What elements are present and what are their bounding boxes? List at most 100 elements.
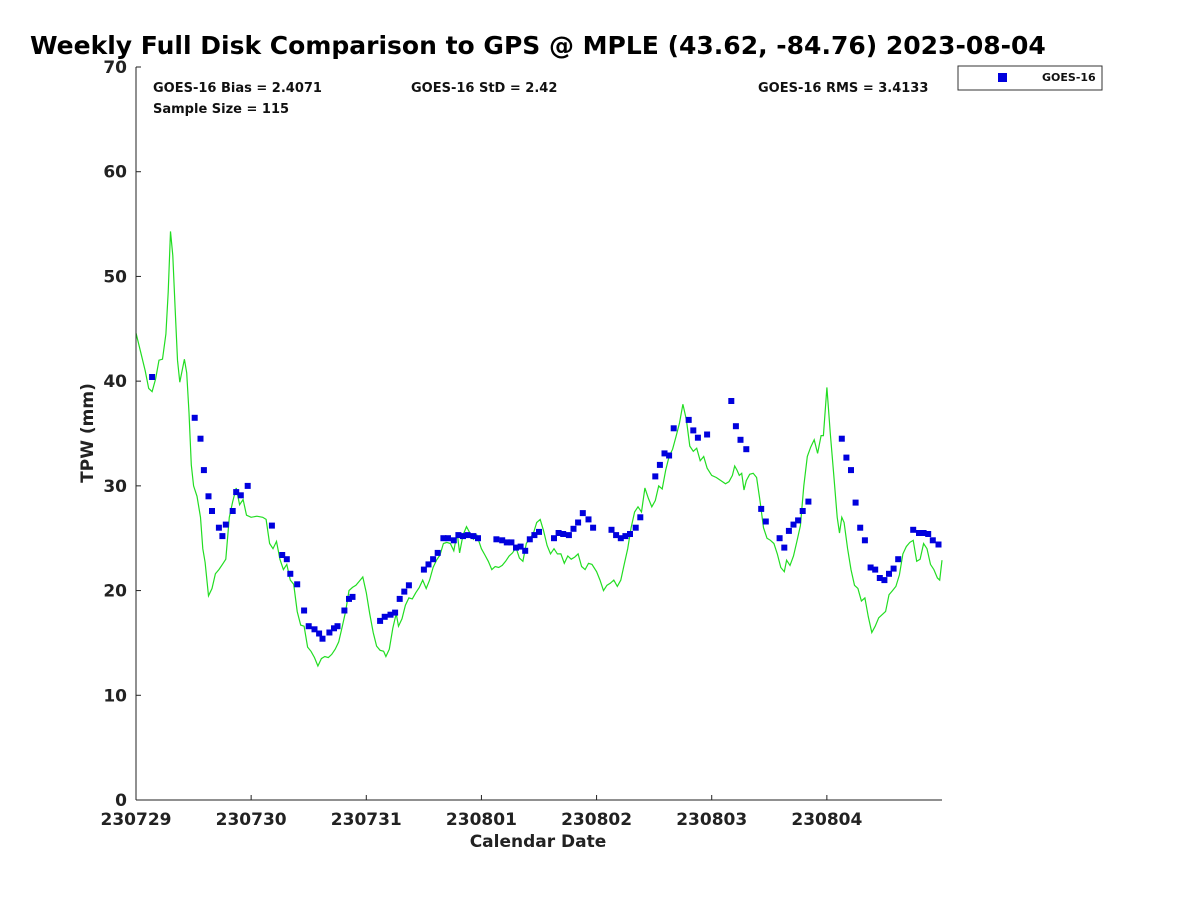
goes16-point (311, 626, 318, 633)
goes16-point (326, 629, 333, 636)
goes16-point (244, 482, 251, 489)
goes16-point (551, 535, 557, 542)
goes16-point (881, 577, 888, 584)
goes16-point (843, 454, 850, 461)
goes16-series (149, 374, 942, 642)
goes16-point (460, 533, 466, 540)
goes16-point (526, 536, 533, 543)
goes16-point (334, 623, 341, 630)
goes16-point (219, 533, 226, 540)
goes16-point (661, 450, 668, 457)
goes16-point (209, 508, 215, 514)
goes16-point (283, 556, 290, 563)
x-axis-label: Calendar Date (470, 832, 607, 852)
goes16-point (346, 595, 352, 602)
axes: 0 10 20 30 40 50 60 70 230729 230730 230731 230801… (101, 58, 942, 830)
legend: GOES-16 (957, 65, 1103, 91)
goes16-point (925, 531, 932, 537)
goes16-point (575, 519, 582, 526)
x-tick-label: 230804 (791, 810, 862, 830)
goes16-point (876, 575, 883, 581)
x-tick-label: 230801 (446, 810, 517, 830)
goes16-point (560, 531, 567, 537)
goes16-point (555, 530, 562, 536)
goes16-point (331, 625, 337, 632)
goes16-point (531, 532, 538, 539)
goes16-point (916, 530, 922, 536)
goes16-point (627, 531, 633, 537)
goes16-point (503, 539, 510, 546)
y-tick-label: 30 (103, 477, 127, 497)
goes16-point (781, 544, 788, 551)
goes16-point (215, 524, 222, 531)
goes16-point (377, 617, 384, 624)
goes16-point (886, 570, 892, 577)
y-tick-label: 20 (103, 582, 127, 602)
goes16-point (579, 510, 586, 517)
goes16-point (405, 582, 412, 589)
goes16-point (279, 552, 286, 558)
goes16-point (305, 623, 312, 630)
goes16-point (622, 533, 629, 540)
goes16-point (585, 516, 592, 523)
goes16-point (590, 524, 597, 531)
goes16-point (149, 374, 156, 380)
goes16-point (737, 436, 744, 443)
legend-label-goes16: GOES-16 (1042, 71, 1096, 84)
goes16-point (294, 581, 301, 588)
y-tick-label: 40 (103, 372, 127, 392)
goes16-point (316, 630, 323, 637)
goes16-point (732, 423, 739, 430)
x-tick-label: 230803 (676, 810, 747, 830)
goes16-point (381, 613, 388, 620)
y-axis-label: TPW (mm) (78, 383, 98, 483)
goes16-point (499, 537, 506, 544)
goes16-point (852, 499, 859, 506)
goes16-point (632, 524, 639, 531)
goes16-point (455, 532, 462, 539)
goes16-point (522, 547, 529, 554)
goes16-point (237, 492, 244, 499)
goes16-point (685, 416, 692, 423)
legend-marker-goes16 (998, 73, 1007, 82)
goes16-point (536, 528, 542, 535)
y-tick-label: 50 (103, 267, 127, 287)
goes16-point (565, 532, 572, 539)
goes16-point (464, 532, 471, 539)
x-tick-label: 230731 (331, 810, 402, 830)
bias-annotation: GOES-16 Bias = 2.4071 (153, 81, 322, 96)
goes16-point (440, 535, 447, 542)
x-tick-label: 230730 (216, 810, 287, 830)
goes16-point (670, 425, 677, 432)
goes16-point (929, 537, 936, 544)
y-tick-label: 10 (103, 686, 127, 706)
goes16-point (704, 431, 711, 438)
goes16-point (513, 544, 519, 551)
goes16-point (205, 493, 212, 500)
goes16-point (690, 427, 697, 434)
goes16-point (570, 525, 577, 532)
goes16-point (795, 517, 802, 524)
goes16-point (805, 498, 812, 505)
goes16-point (450, 537, 457, 544)
x-axis-ticks: 230729 230730 230731 230801 230802 230803 2308… (101, 795, 863, 830)
goes16-point (420, 566, 427, 573)
goes16-point (434, 549, 441, 556)
goes16-point (319, 635, 326, 642)
goes16-point (890, 565, 897, 572)
goes16-point (920, 530, 927, 536)
goes16-point (613, 532, 620, 539)
gps-series (135, 231, 943, 668)
goes16-point (470, 533, 477, 540)
rms-annotation: GOES-16 RMS = 3.4133 (758, 81, 928, 96)
goes16-point (387, 611, 394, 618)
goes16-point (776, 535, 783, 542)
goes16-point (233, 489, 240, 496)
chart-title: Weekly Full Disk Comparison to GPS @ MPL… (30, 31, 1046, 60)
goes16-point (191, 414, 198, 421)
goes16-point (617, 535, 624, 542)
goes16-point (396, 595, 403, 602)
goes16-point (475, 535, 481, 542)
goes16-point (935, 541, 942, 548)
